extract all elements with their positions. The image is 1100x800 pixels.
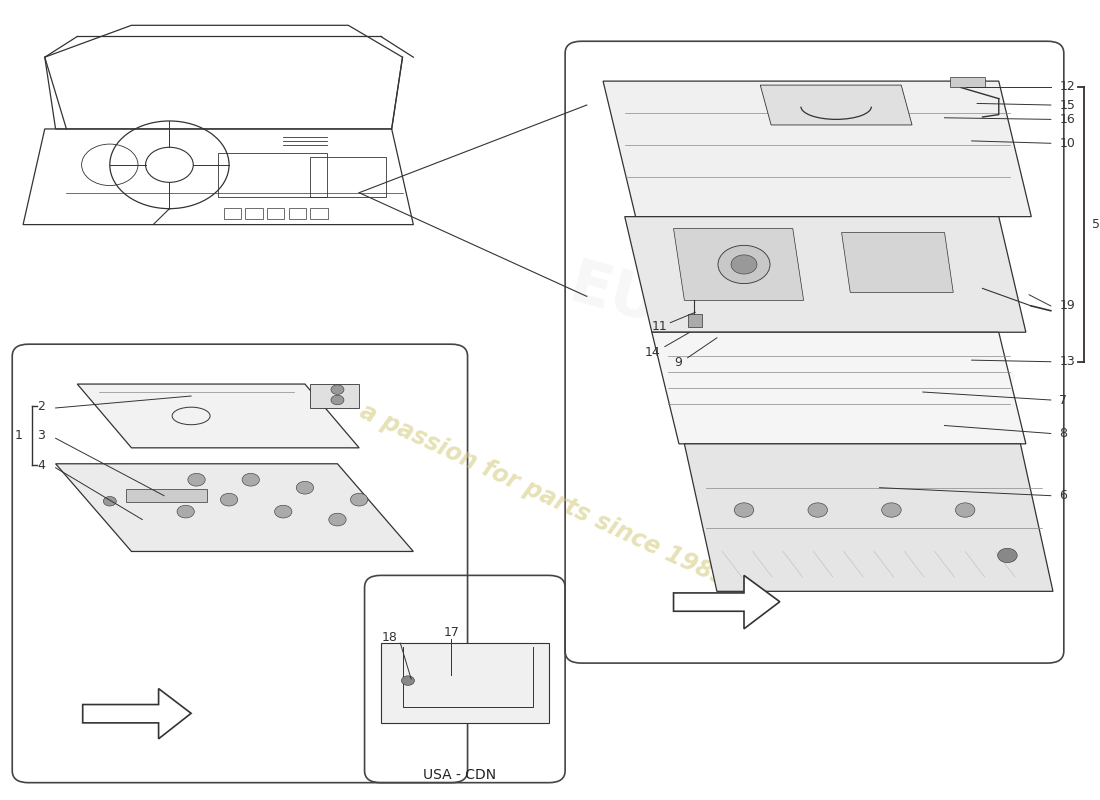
Circle shape <box>331 395 344 405</box>
Text: 17: 17 <box>443 626 459 639</box>
Circle shape <box>188 474 206 486</box>
Polygon shape <box>82 689 191 739</box>
Text: 11: 11 <box>651 320 668 333</box>
Circle shape <box>351 494 367 506</box>
Circle shape <box>103 497 117 506</box>
Text: 3: 3 <box>37 430 45 442</box>
Bar <box>310 208 328 219</box>
Bar <box>126 490 208 502</box>
Polygon shape <box>652 332 1026 444</box>
Text: 6: 6 <box>1059 489 1067 502</box>
Polygon shape <box>684 444 1053 591</box>
Circle shape <box>734 503 754 517</box>
Polygon shape <box>381 643 549 723</box>
Bar <box>245 208 263 219</box>
Circle shape <box>296 482 314 494</box>
Text: 9: 9 <box>674 356 682 369</box>
Bar <box>223 208 241 219</box>
Circle shape <box>882 503 901 517</box>
Text: a passion for parts since 1985: a passion for parts since 1985 <box>356 400 732 592</box>
Polygon shape <box>56 464 414 551</box>
Polygon shape <box>673 229 804 300</box>
Circle shape <box>998 548 1018 562</box>
Text: 19: 19 <box>1059 299 1075 313</box>
Circle shape <box>220 494 238 506</box>
Bar <box>288 208 306 219</box>
Text: 15: 15 <box>1059 98 1076 111</box>
Text: 5: 5 <box>1092 218 1100 230</box>
Text: USA - CDN: USA - CDN <box>424 768 496 782</box>
Circle shape <box>956 503 975 517</box>
Text: 8: 8 <box>1059 427 1067 440</box>
Text: 7: 7 <box>1059 394 1067 406</box>
Polygon shape <box>603 81 1032 217</box>
Polygon shape <box>842 233 954 292</box>
Circle shape <box>808 503 827 517</box>
Circle shape <box>329 514 346 526</box>
Circle shape <box>331 385 344 394</box>
Text: 14: 14 <box>645 346 661 358</box>
Circle shape <box>275 506 292 518</box>
Text: 10: 10 <box>1059 137 1076 150</box>
Polygon shape <box>688 314 702 326</box>
Circle shape <box>177 506 195 518</box>
Circle shape <box>402 676 415 686</box>
Polygon shape <box>673 575 780 629</box>
Bar <box>950 77 984 87</box>
Text: 1: 1 <box>14 430 23 442</box>
Bar <box>218 153 327 197</box>
Text: 18: 18 <box>382 631 397 644</box>
Text: 16: 16 <box>1059 113 1075 126</box>
Text: 12: 12 <box>1059 80 1075 93</box>
Text: EUROSPORTS: EUROSPORTS <box>562 256 1023 433</box>
Polygon shape <box>625 217 1026 332</box>
Polygon shape <box>310 384 359 408</box>
Circle shape <box>242 474 260 486</box>
Polygon shape <box>77 384 359 448</box>
Circle shape <box>718 246 770 284</box>
Text: 2: 2 <box>37 400 45 413</box>
Polygon shape <box>760 85 912 125</box>
Circle shape <box>732 255 757 274</box>
Bar <box>267 208 284 219</box>
Text: 4: 4 <box>37 459 45 472</box>
Text: 13: 13 <box>1059 355 1075 368</box>
Bar <box>310 157 386 197</box>
